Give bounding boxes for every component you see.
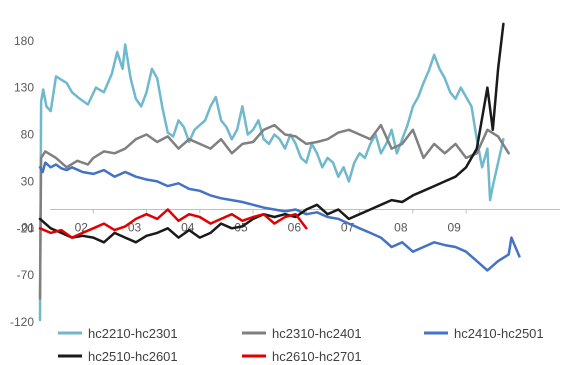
series-line-hc2210-hc2301 xyxy=(38,43,505,322)
legend-item: hc2210-hc2301 xyxy=(58,326,178,341)
legend-label: hc2310-hc2401 xyxy=(272,326,362,341)
x-axis-tick-labels: 01 02 03 04 05 06 07 08 09 xyxy=(21,221,461,235)
y-tick-label: -120 xyxy=(10,315,34,329)
y-tick-label: -20 xyxy=(17,221,35,235)
legend-label: hc2610-hc2701 xyxy=(272,349,362,364)
x-tick-label: 06 xyxy=(288,221,302,235)
y-tick-label: -70 xyxy=(17,268,35,282)
series-line-hc2610-hc2701 xyxy=(38,208,308,239)
y-tick-label: 180 xyxy=(14,34,34,48)
legend-item: hc2410-hc2501 xyxy=(424,326,544,341)
y-tick-label: 30 xyxy=(21,174,35,188)
y-axis-tick-labels: 180 130 80 30 -20 -70 -120 xyxy=(10,34,34,329)
x-tick-label: 03 xyxy=(128,221,142,235)
series-line-hc2310-hc2401 xyxy=(38,123,510,300)
legend-item: hc2310-hc2401 xyxy=(242,326,362,341)
x-tick-label: 01 xyxy=(21,221,35,235)
legend-item: hc2510-hc2601 xyxy=(58,349,178,364)
x-tick-label: 08 xyxy=(394,221,408,235)
legend: hc2210-hc2301 hc2310-hc2401 hc2410-hc2501 h… xyxy=(58,326,544,364)
series-line-hc2410-hc2501 xyxy=(38,161,521,272)
y-tick-label: 130 xyxy=(14,81,34,95)
legend-item: hc2610-hc2701 xyxy=(242,349,362,364)
legend-label: hc2410-hc2501 xyxy=(454,326,544,341)
legend-label: hc2510-hc2601 xyxy=(88,349,178,364)
series-lines xyxy=(38,22,521,322)
series-line-hc2510-hc2601 xyxy=(38,22,505,244)
y-tick-label: 80 xyxy=(21,128,35,142)
legend-label: hc2210-hc2301 xyxy=(88,326,178,341)
x-tick-label: 09 xyxy=(447,221,461,235)
